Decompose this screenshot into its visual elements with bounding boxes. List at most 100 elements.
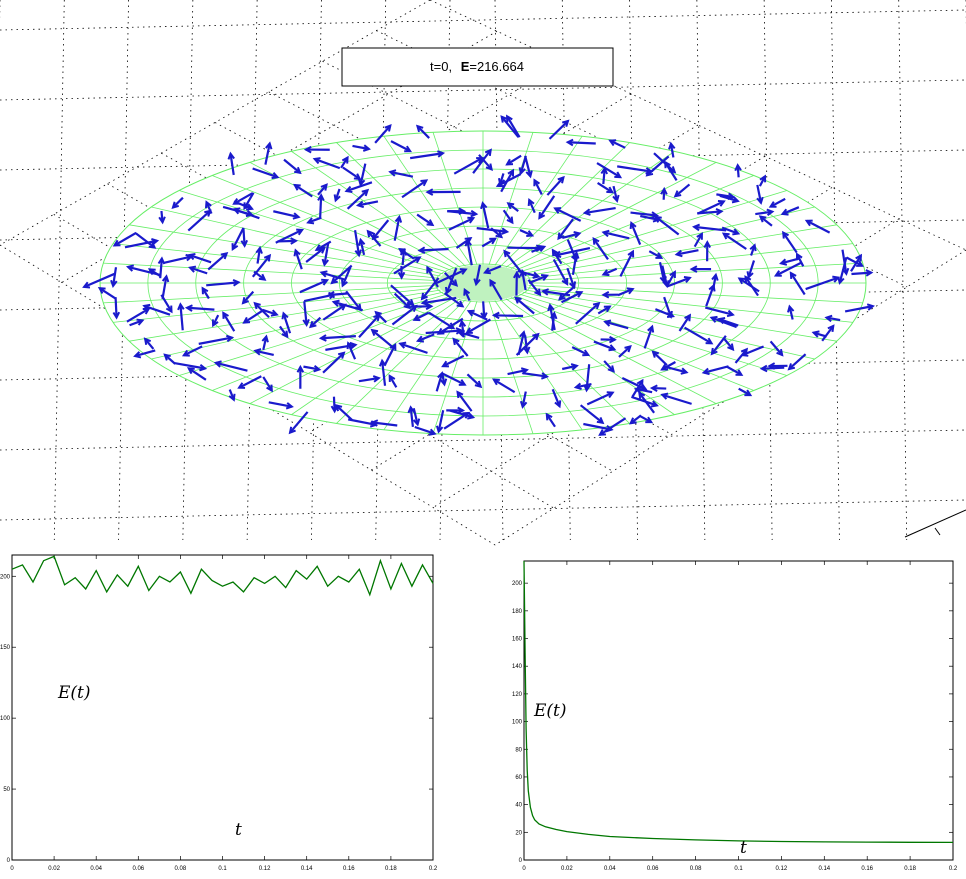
vector-arrow-head [705,337,714,345]
vector-arrow-shaft [332,396,336,412]
vector-arrow-shaft [674,183,691,198]
vector-arrow-head [601,269,610,277]
vector-arrow-head [467,216,476,224]
x-axis-label: t [235,820,242,840]
vector-arrow-head [462,411,471,419]
vector-arrow-shaft [143,304,171,316]
vector-arrow-shaft [567,141,596,145]
vector-arrow-head [605,425,614,433]
vector-arrow-shaft [416,213,434,226]
vector-arrow-shaft [515,333,539,356]
vector-arrow-shaft [238,375,262,389]
vector-arrow-head [271,172,280,180]
vector-arrow-shaft [325,343,356,351]
vector-arrow-shaft [663,365,687,374]
vector-arrow-shaft [251,254,271,278]
vector-arrow-shaft [447,210,477,216]
vector-arrow-head [519,330,527,339]
vector-arrow-shaft [599,417,627,436]
vector-arrow-shaft [322,303,346,321]
vector-arrow-head [330,277,338,285]
vector-arrow-shaft [557,218,574,240]
vector-arrow-head [557,232,565,241]
vector-arrow-shaft [630,222,642,245]
vector-arrow-shaft [444,271,458,287]
vector-arrow-shaft [206,281,239,287]
vector-arrow-head [540,372,550,380]
vector-arrow-shaft [789,272,806,296]
x-tick-label: 0.16 [861,866,873,872]
x-axis-label: t [740,838,747,858]
vector-arrow-head [371,232,379,241]
vector-arrow-head [582,208,591,216]
vector-arrow-head [804,219,813,227]
vector-arrow-shaft [229,153,235,176]
vector-arrow-head [281,311,289,320]
vector-arrow-head [558,293,566,301]
vector-arrow-shaft [506,115,521,138]
vector-arrow-head [437,371,445,380]
x-tick-label: 0.18 [904,866,916,872]
vector-arrow-head [570,254,578,263]
vector-arrow-head [296,364,305,373]
vector-arrow-shaft [383,344,397,367]
mesh-spoke [519,293,787,376]
vector-arrow-shaft [602,168,606,185]
y-tick-label: 160 [512,637,523,643]
vector-arrow-head [759,174,767,183]
mesh-spoke [500,299,630,424]
vector-arrow-head [506,114,513,123]
mesh-spoke [113,243,439,279]
vector-arrow-shaft [435,372,444,392]
vector-arrow-head [288,426,296,435]
vector-arrow-head [425,302,434,311]
vector-arrow-head [361,188,370,197]
vector-arrow-head [789,271,797,280]
vector-arrow-shaft [554,207,582,222]
vector-arrow-head [768,201,777,208]
vector-arrow-shaft [658,262,666,283]
vector-arrow-head [545,412,553,421]
vector-arrow-head [370,328,379,337]
vector-arrow-head [527,198,535,207]
vector-arrow-shaft [413,311,430,321]
vector-arrow-head [321,258,329,267]
mesh-spoke [103,284,438,304]
vector-arrow-head [758,215,767,223]
mesh-spoke [383,135,472,266]
vector-arrow-shaft [756,184,763,204]
vector-arrow-head [220,251,229,260]
vector-arrow-head [243,202,251,211]
vector-arrow-head [727,343,735,352]
vector-arrow-shaft [653,152,676,173]
mesh-spoke [291,298,461,415]
vector-arrow-shaft [215,361,248,372]
vector-arrow-shaft [844,305,874,313]
vector-arrow-shaft [399,342,428,354]
x-tick-label: 0.06 [647,866,659,872]
vector-arrow-head [204,200,212,209]
vector-arrow-shaft [388,375,398,388]
vector-arrow-head [426,219,435,227]
vector-arrow-head [425,188,434,196]
vector-arrow-shaft [375,311,388,324]
vector-arrow-shaft [426,266,439,288]
vector-arrow-shaft [252,167,278,179]
vector-arrow-shaft [584,206,616,215]
vector-arrow-head [398,341,407,349]
vector-arrow-head [397,271,406,280]
vector-arrow-shaft [466,373,482,388]
vector-arrow-shaft [500,115,520,138]
vector-arrow-shaft [503,250,524,274]
vector-arrow-shaft [472,149,492,174]
vector-arrow-shaft [851,271,872,276]
vector-arrow-shaft [262,336,268,351]
vector-arrow-head [82,281,91,289]
vector-arrow-shaft [738,277,760,293]
vector-arrow-head [413,256,422,264]
vector-arrow-head [636,378,644,387]
vector-arrow-head [253,348,262,356]
vector-arrow-shaft [341,266,352,287]
vector-arrow-head [341,279,348,288]
vector-arrow-head [255,245,263,254]
